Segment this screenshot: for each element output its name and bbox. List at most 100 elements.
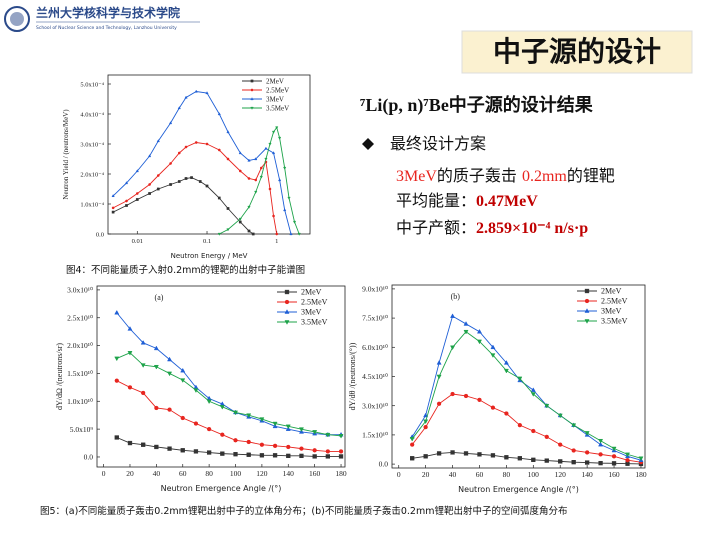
y-tick-label: 7.5x10¹⁰ — [362, 314, 388, 323]
x-tick-label: 0.01 — [132, 238, 143, 245]
marker — [193, 421, 199, 426]
marker — [238, 151, 242, 155]
marker — [504, 455, 509, 460]
marker — [250, 88, 254, 92]
marker — [254, 190, 258, 194]
series-line — [112, 177, 254, 235]
marker — [206, 426, 212, 432]
marker — [625, 461, 630, 466]
marker — [247, 158, 251, 162]
marker — [259, 442, 265, 447]
y-tick-label: 1.0x10¹⁰ — [67, 397, 93, 406]
marker — [205, 184, 209, 188]
x-tick-label: 100 — [230, 469, 242, 478]
legend-label: 3MeV — [301, 308, 322, 317]
marker — [338, 454, 344, 459]
x-tick-label: 60 — [179, 469, 187, 478]
marker — [193, 388, 199, 393]
marker — [409, 437, 415, 442]
marker — [177, 180, 181, 183]
school-name: 兰州大学核科学与技术学院 — [36, 5, 180, 20]
marker — [247, 229, 251, 233]
legend-label: 2.5MeV — [266, 86, 289, 94]
marker — [206, 450, 212, 455]
marker — [194, 89, 198, 93]
marker — [423, 454, 428, 459]
legend-label: 3.5MeV — [266, 104, 289, 112]
logo-inner — [10, 12, 24, 26]
y-tick-label: 2.0x10¹⁰ — [67, 341, 93, 350]
series-line — [116, 352, 342, 437]
y-axis-title: Neutron Yield / (neutrons/MeV) — [62, 109, 70, 200]
series-line — [411, 315, 642, 461]
marker — [238, 169, 242, 173]
marker — [268, 142, 272, 146]
x-tick-label: 0 — [397, 470, 401, 479]
marker — [598, 441, 604, 447]
marker — [490, 344, 496, 350]
legend-label: 2MeV — [266, 77, 284, 85]
y-tick-label: 2.5x10¹⁰ — [67, 313, 93, 322]
marker — [436, 451, 442, 456]
x-tick-label: 180 — [335, 469, 347, 478]
marker — [286, 453, 291, 459]
marker — [251, 232, 255, 236]
design-yield: 中子产额：2.859×10⁻⁴ n/s·p — [396, 218, 588, 237]
legend-label: 3.5MeV — [301, 318, 328, 327]
marker — [217, 148, 221, 152]
marker — [233, 438, 238, 443]
plot-frame — [107, 74, 311, 235]
marker — [127, 351, 133, 356]
beam-energy: 3MeV — [396, 168, 437, 185]
marker — [135, 198, 139, 201]
marker — [584, 431, 590, 436]
marker — [450, 450, 455, 455]
marker — [206, 399, 212, 405]
marker — [272, 453, 278, 458]
marker — [503, 360, 509, 365]
target-thickness: 0.2mm — [522, 168, 567, 185]
design-heading: 最终设计方案 — [390, 134, 486, 153]
slide-title: 中子源的设计 — [493, 35, 661, 68]
x-tick-label: 0.1 — [203, 238, 211, 245]
marker — [490, 453, 496, 458]
x-axis-title: Neutron Emergence Angle /(°) — [458, 485, 579, 494]
marker — [584, 319, 590, 324]
series-line — [112, 91, 292, 235]
marker — [584, 460, 590, 465]
y-axis-title: dY/dΩ /(neutrons/sr) — [55, 343, 64, 410]
marker — [297, 232, 301, 236]
marker — [517, 376, 523, 382]
marker — [259, 453, 265, 458]
x-tick-label: 60 — [476, 470, 484, 479]
marker — [246, 413, 252, 419]
x-tick-label: 100 — [528, 470, 540, 479]
y-axis-title: dY/dθ /(neutrons/(°)) — [348, 342, 357, 410]
marker — [220, 451, 225, 456]
marker — [611, 461, 617, 466]
x-tick-label: 160 — [309, 469, 321, 478]
marker — [226, 157, 230, 161]
marker — [141, 442, 146, 447]
marker — [250, 79, 254, 83]
marker — [250, 106, 254, 110]
x-tick-label: 80 — [205, 469, 213, 478]
marker — [325, 449, 331, 454]
marker — [410, 442, 415, 447]
marker — [463, 393, 469, 399]
target-text: 的锂靶 — [567, 166, 615, 185]
beam-text: 的质子轰击 — [437, 166, 522, 185]
marker — [141, 390, 146, 396]
marker — [530, 387, 536, 392]
marker — [219, 405, 225, 410]
marker — [111, 206, 115, 210]
marker — [247, 205, 251, 209]
figure-caption: 图5：(a)不同能量质子轰击0.2mm锂靶出射中子的立体角分布；(b)不同能量质… — [40, 505, 567, 517]
marker — [584, 308, 590, 313]
marker — [114, 309, 120, 315]
marker — [272, 421, 278, 427]
legend-label: 3MeV — [601, 307, 622, 316]
bullet — [362, 138, 374, 150]
y-tick-label: 5.0x10⁻⁴ — [80, 81, 104, 88]
marker — [611, 454, 617, 459]
